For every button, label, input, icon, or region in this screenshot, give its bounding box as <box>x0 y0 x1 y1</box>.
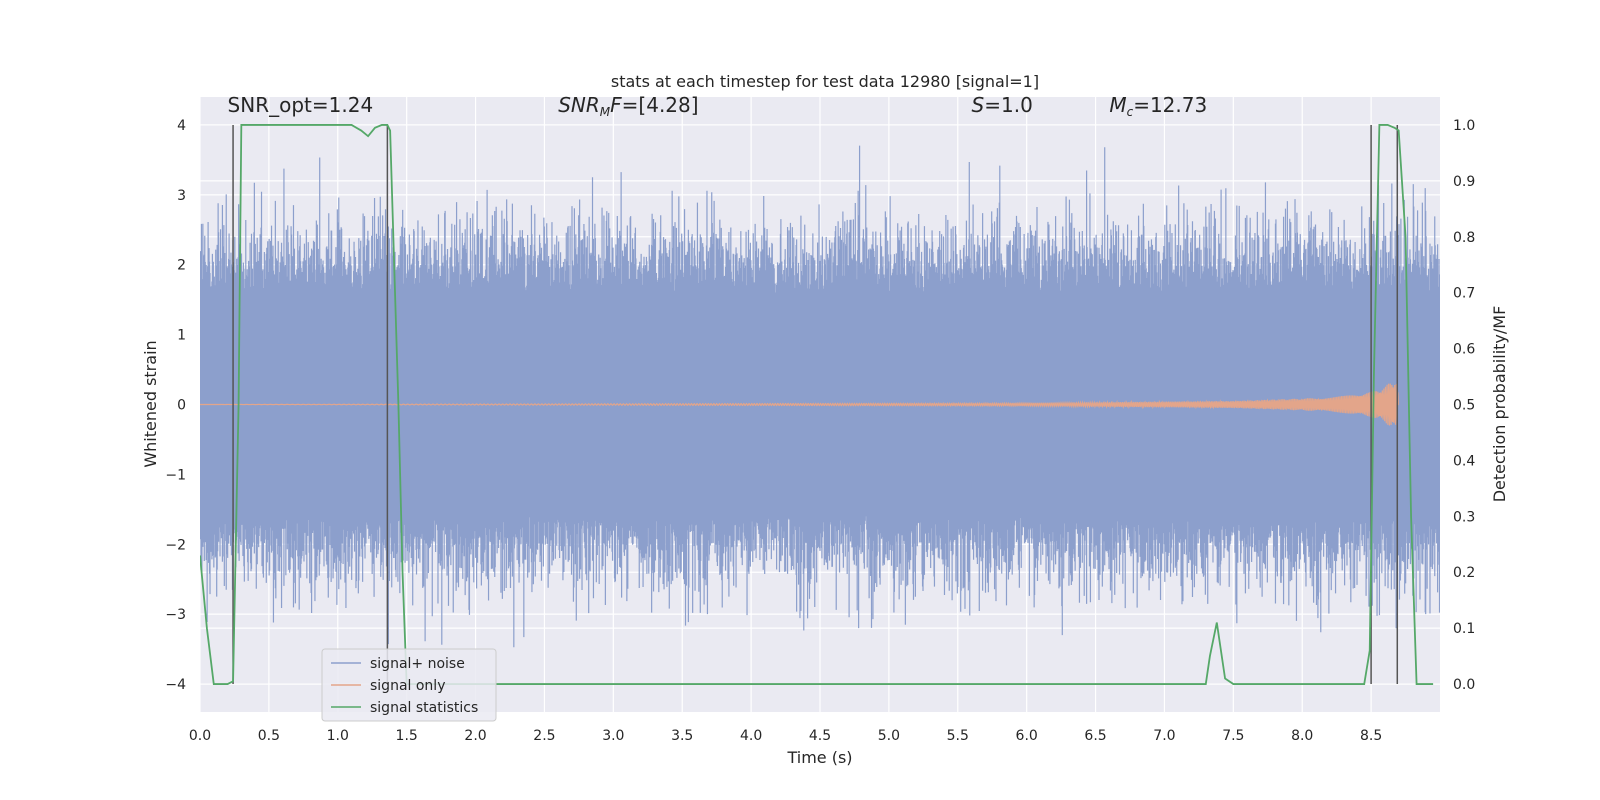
annotations: SNR_opt=1.24 SNRMF=[4.28] S=1.0 Mc=12.73 <box>228 93 1208 119</box>
y2-tick-label-7: 0.7 <box>1453 286 1475 302</box>
x-tick-label-12: 6.0 <box>1016 728 1038 744</box>
annotation-0: SNR_opt=1.24 <box>228 93 374 117</box>
signal-only-trace <box>200 383 1399 426</box>
y2-tick-label-2: 0.2 <box>1453 565 1475 581</box>
x-tick-label-1: 0.5 <box>258 728 280 744</box>
y-tick-label-2: −2 <box>165 537 186 553</box>
y2-axis-ticks: 0.0 0.1 0.2 0.3 0.4 0.5 0.6 0.7 0.8 0.9 1.0 <box>1453 118 1475 693</box>
y2-axis-label: Detection probability/MF <box>1490 306 1509 503</box>
legend-label-signal-only: signal only <box>370 678 445 694</box>
legend-label-signal-statistics: signal statistics <box>370 700 478 716</box>
y-axis-ticks: −4 −3 −2 −1 0 1 2 3 4 <box>165 118 186 693</box>
x-tick-label-16: 8.0 <box>1291 728 1313 744</box>
x-tick-label-10: 5.0 <box>878 728 900 744</box>
y2-tick-label-1: 0.1 <box>1453 621 1475 637</box>
x-axis-label: Time (s) <box>786 748 852 767</box>
x-tick-label-3: 1.5 <box>396 728 418 744</box>
x-tick-label-6: 3.0 <box>602 728 624 744</box>
y2-tick-label-0: 0.0 <box>1453 677 1475 693</box>
y2-tick-label-3: 0.3 <box>1453 509 1475 525</box>
plot-area: SNR_opt=1.24 SNRMF=[4.28] S=1.0 Mc=12.73 <box>199 93 1440 712</box>
y-tick-label-8: 4 <box>177 118 186 134</box>
x-tick-label-8: 4.0 <box>740 728 762 744</box>
y-tick-label-3: −1 <box>165 467 186 483</box>
legend: signal+ noise signal only signal statist… <box>321 648 497 722</box>
x-tick-label-17: 8.5 <box>1360 728 1382 744</box>
legend-label-signal-plus-noise: signal+ noise <box>370 656 465 672</box>
x-axis-ticks: 0.0 0.5 1.0 1.5 2.0 2.5 3.0 3.5 4.0 4.5 5.0 5.5 6.0 6… <box>189 728 1382 744</box>
chart-title: stats at each timestep for test data 129… <box>611 72 1039 91</box>
y2-tick-label-10: 1.0 <box>1453 118 1475 134</box>
y-tick-label-7: 3 <box>177 188 186 204</box>
x-tick-label-2: 1.0 <box>327 728 349 744</box>
x-tick-label-0: 0.0 <box>189 728 211 744</box>
y2-tick-label-8: 0.8 <box>1453 230 1475 246</box>
y-tick-label-4: 0 <box>177 398 186 414</box>
y2-tick-label-9: 0.9 <box>1453 174 1475 190</box>
y2-tick-label-5: 0.5 <box>1453 398 1475 414</box>
series-signal-only <box>200 383 1399 426</box>
x-tick-label-15: 7.5 <box>1222 728 1244 744</box>
x-tick-label-4: 2.0 <box>464 728 486 744</box>
x-tick-label-5: 2.5 <box>533 728 555 744</box>
y2-tick-label-6: 0.6 <box>1453 342 1475 358</box>
y-tick-label-5: 1 <box>177 328 186 344</box>
legend-box <box>321 648 497 722</box>
x-tick-label-14: 7.0 <box>1153 728 1175 744</box>
series-signal-statistics <box>200 124 1434 685</box>
y-tick-label-1: −3 <box>165 607 186 623</box>
x-tick-label-13: 6.5 <box>1084 728 1106 744</box>
x-tick-label-7: 3.5 <box>671 728 693 744</box>
annotation-2: S=1.0 <box>972 93 1033 117</box>
x-tick-label-9: 4.5 <box>809 728 831 744</box>
x-tick-label-11: 5.5 <box>947 728 969 744</box>
annotation-1: SNRMF=[4.28] <box>558 93 698 119</box>
y-tick-label-0: −4 <box>165 677 186 693</box>
y2-tick-label-4: 0.4 <box>1453 453 1475 469</box>
signal-statistics-trace <box>200 124 1434 685</box>
y-axis-label: Whitened strain <box>141 340 160 467</box>
annotation-3: Mc=12.73 <box>1109 93 1207 119</box>
y-tick-label-6: 2 <box>177 258 186 274</box>
